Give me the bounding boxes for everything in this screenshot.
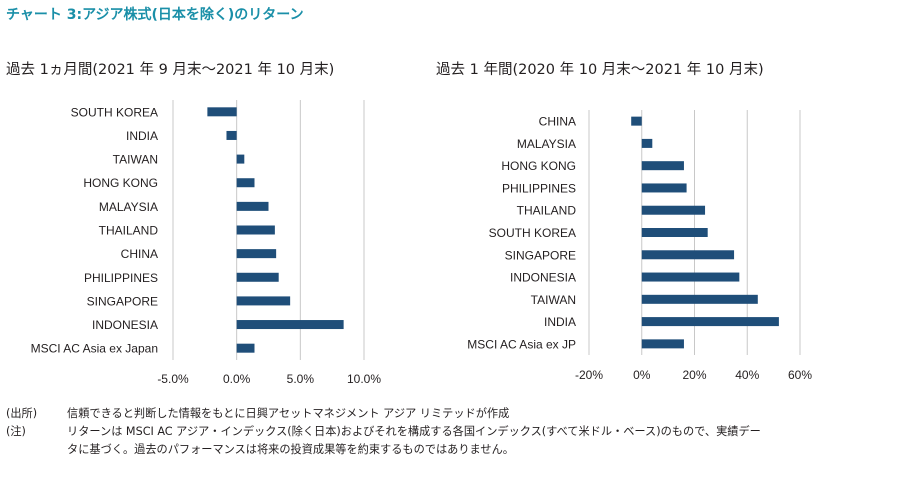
left-chart-tick-label: 0.0% [223, 372, 251, 386]
right-chart-bar [641, 228, 708, 237]
right-chart-bar [641, 294, 758, 304]
left-chart-bar [236, 343, 255, 353]
left-chart-category-label: THAILAND [99, 224, 159, 238]
right-chart-bar [641, 339, 684, 349]
left-chart-tick-label: -5.0% [157, 372, 189, 386]
right-chart-tick-label: 60% [788, 368, 812, 382]
right-chart-bar [641, 250, 735, 260]
right-chart-category-label: PHILIPPINES [502, 181, 576, 195]
source-note-key: (出所) [6, 407, 38, 420]
right-chart-bar [641, 161, 684, 171]
right-chart-category-label: SINGAPORE [505, 248, 576, 262]
left-chart-subtitle: 過去 1ヵ月間(2021 年 9 月末〜2021 年 10 月末) [6, 62, 335, 78]
right-chart-category-label: TAIWAN [531, 293, 576, 307]
left-chart-category-label: PHILIPPINES [84, 271, 158, 285]
right-chart-bar [641, 272, 740, 282]
left-chart-category-label: SOUTH KOREA [71, 105, 158, 119]
right-chart-tick-label: 20% [682, 368, 706, 382]
remark-note-continued: タに基づく。過去のパフォーマンスは将来の投資成果等を約束するものではありません。 [6, 441, 761, 459]
left-chart-bar [236, 272, 279, 282]
left-chart-bar [236, 296, 291, 306]
right-chart-category-label: HONG KONG [501, 159, 576, 173]
left-chart-bar [236, 225, 275, 235]
remark-note: (注) リターンは MSCI AC アジア・インデックス(除く日本)およびそれを… [6, 423, 761, 441]
left-chart-bar [236, 154, 245, 164]
right-chart-category-label: SOUTH KOREA [489, 226, 576, 240]
left-chart-bar [236, 320, 344, 330]
right-chart-bar [641, 317, 779, 327]
right-chart-category-label: CHINA [539, 115, 576, 129]
left-chart-bar [236, 201, 269, 211]
remark-note-text-2: タに基づく。過去のパフォーマンスは将来の投資成果等を約束するものではありません。 [67, 443, 514, 456]
footnotes: (出所) 信頼できると判断した情報をもとに日興アセットマネジメント アジア リミ… [6, 405, 761, 459]
right-chart-category-label: MALAYSIA [517, 137, 576, 151]
left-chart-tick-label: 10.0% [347, 372, 381, 386]
right-chart-bar [641, 138, 653, 148]
right-chart-bar [641, 205, 706, 215]
left-chart-category-label: CHINA [121, 247, 158, 261]
right-chart-category-label: INDIA [544, 315, 576, 329]
right-chart-subtitle: 過去 1 年間(2020 年 10 月末〜2021 年 10 月末) [436, 62, 764, 78]
left-chart-category-label: SINGAPORE [87, 294, 158, 308]
right-chart-category-label: MSCI AC Asia ex JP [467, 337, 576, 351]
right-chart-tick-label: 40% [735, 368, 759, 382]
left-chart-bar [207, 107, 237, 117]
left-chart-bar [236, 249, 277, 259]
left-chart-bar [236, 178, 255, 188]
right-chart-tick-label: -20% [575, 368, 603, 382]
right-chart-tick-label: 0% [633, 368, 651, 382]
left-chart-category-label: HONG KONG [83, 176, 158, 190]
left-chart-category-label: INDONESIA [92, 318, 158, 332]
left-chart-category-label: TAIWAN [113, 153, 158, 167]
right-chart-category-label: THAILAND [517, 204, 577, 218]
source-note: (出所) 信頼できると判断した情報をもとに日興アセットマネジメント アジア リミ… [6, 405, 761, 423]
remark-note-text: リターンは MSCI AC アジア・インデックス(除く日本)およびそれを構成する… [67, 425, 761, 438]
left-chart-category-label: MSCI AC Asia ex Japan [31, 342, 158, 356]
chart-title: チャート 3:アジア株式(日本を除く)のリターン [6, 7, 304, 23]
remark-note-key: (注) [6, 425, 26, 438]
right-chart-category-label: INDONESIA [510, 271, 576, 285]
left-chart-tick-label: 5.0% [287, 372, 315, 386]
left-chart-category-label: MALAYSIA [99, 200, 158, 214]
left-chart-category-label: INDIA [126, 129, 158, 143]
right-chart-bar [641, 183, 687, 193]
right-chart-bar [631, 116, 642, 126]
left-chart-bar [226, 130, 237, 140]
source-note-text: 信頼できると判断した情報をもとに日興アセットマネジメント アジア リミテッドが作… [67, 407, 510, 420]
